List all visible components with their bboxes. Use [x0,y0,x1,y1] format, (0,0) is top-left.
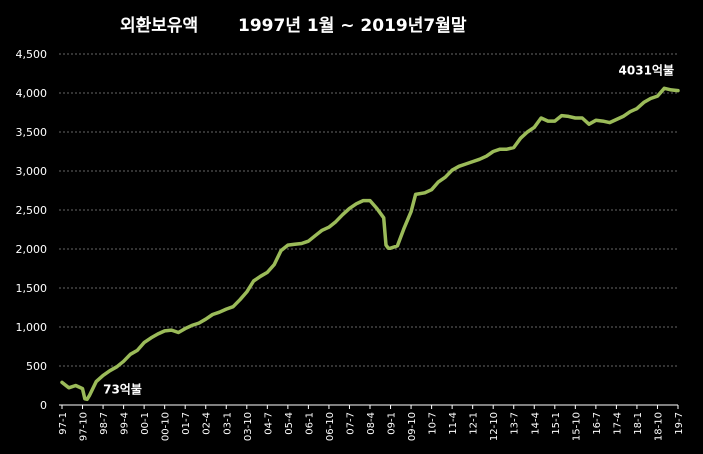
y-tick-label: 2,000 [16,243,48,256]
x-axis-ticks: 97-1 97-10 98-7 99-4 00-1 00-10 01-7 02-4 03-1 03… [58,405,685,441]
x-tick-label: 06-1 [304,412,315,435]
x-tick-label: 07-7 [345,412,356,435]
x-tick-label: 03-10 [243,412,254,441]
x-tick-label: 12-10 [489,412,500,441]
x-tick-label: 18-10 [653,412,664,441]
y-tick-label: 500 [26,360,47,373]
x-tick-label: 00-1 [140,412,151,435]
y-tick-label: 4,500 [16,48,48,61]
gridlines [59,53,678,367]
y-tick-label: 1,000 [16,321,48,334]
data-annotation: 73억불 [103,382,142,396]
x-tick-label: 09-1 [387,412,398,435]
x-tick-label: 14-4 [530,412,541,435]
x-tick-label: 17-4 [612,412,623,435]
y-tick-label: 2,500 [16,204,48,217]
x-tick-label: 06-10 [325,412,336,441]
x-tick-label: 16-7 [592,412,603,435]
x-tick-label: 11-4 [448,412,459,435]
y-tick-label: 3,000 [16,165,48,178]
x-tick-label: 18-1 [633,412,644,435]
x-tick-label: 12-1 [469,412,480,435]
x-tick-label: 97-10 [79,412,90,441]
annotations: 73억불 4031억불 [103,64,674,397]
x-tick-label: 97-1 [58,412,69,435]
y-tick-label: 3,500 [16,126,48,139]
reserve-series-line [60,86,680,402]
x-tick-label: 19-7 [674,412,685,435]
y-tick-label: 1,500 [16,282,48,295]
x-tick-label: 13-7 [510,412,521,435]
y-axis-ticks: 0 500 1,000 1,500 2,000 2,500 3,000 3,500 4,000 4… [16,48,48,412]
x-tick-label: 15-10 [571,412,582,441]
y-tick-label: 4,000 [16,87,48,100]
x-tick-label: 09-10 [407,412,418,441]
x-tick-label: 10-7 [428,412,439,435]
x-tick-label: 15-1 [551,412,562,435]
data-annotation: 4031억불 [619,64,674,78]
x-tick-label: 02-4 [202,412,213,435]
x-tick-label: 99-4 [120,412,131,435]
x-tick-label: 04-7 [263,412,274,435]
x-tick-label: 03-1 [222,412,233,435]
x-tick-label: 98-7 [99,412,110,435]
x-tick-label: 00-10 [161,412,172,441]
chart-title: 외환보유액 [120,16,198,36]
x-tick-label: 08-4 [366,412,377,435]
y-tick-label: 0 [40,399,47,412]
x-tick-label: 01-7 [181,412,192,435]
chart-subtitle: 1997년 1월 ~ 2019년7월말 [238,15,467,36]
x-tick-label: 05-4 [284,412,295,435]
